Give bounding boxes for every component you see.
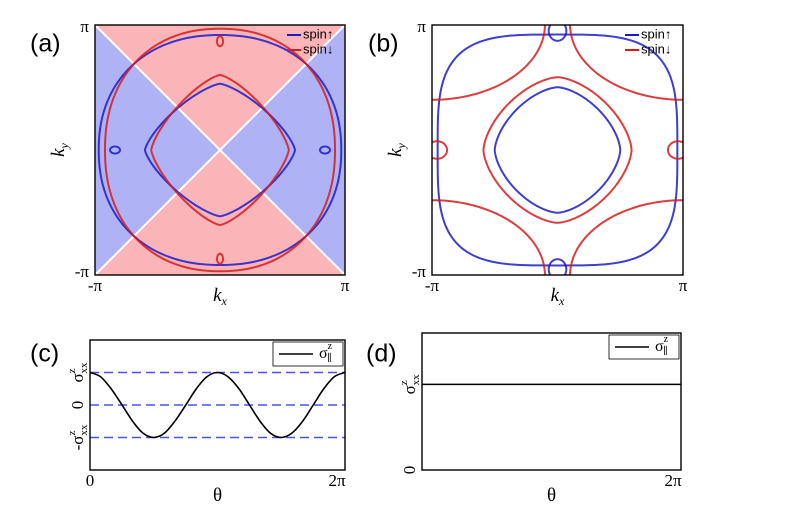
y-tick-label: -π: [75, 262, 90, 281]
legend-label-sub: ∥: [327, 352, 332, 364]
y-axis-label-main: k: [385, 148, 406, 157]
plot-area: [432, 25, 683, 275]
legend-label-sup: z: [664, 334, 669, 345]
y-axis-label: ky: [385, 142, 407, 156]
x-axis-label: kx: [551, 285, 565, 307]
fermi-contour: [103, 27, 337, 273]
legend-label: spin↑: [303, 26, 333, 41]
region: [95, 150, 345, 275]
y-tick-label-main: 0: [68, 401, 87, 410]
x-tick-label: 2π: [664, 471, 682, 490]
y-axis-label-sub: y: [57, 142, 71, 149]
fermi-contour: [432, 199, 546, 275]
fermi-contour: [216, 35, 224, 48]
region: [220, 25, 345, 275]
region: [95, 25, 345, 150]
x-axis-label-main: θ: [213, 485, 222, 506]
panel-label: (a): [30, 30, 61, 58]
axes-frame: [94, 24, 346, 276]
y-tick-label: 0: [400, 466, 419, 475]
x-tick-label: -π: [88, 276, 103, 295]
y-tick-label-main: σ: [400, 385, 419, 394]
fermi-contour: [547, 258, 568, 275]
fermi-contour: [109, 145, 121, 155]
legend-label-main: σ: [655, 338, 664, 355]
fermi-contour: [482, 76, 633, 224]
fermi-contour: [319, 145, 331, 155]
y-tick-label-sup: z: [66, 431, 78, 436]
x-axis-label-main: k: [551, 285, 560, 306]
plot-area: [97, 27, 343, 273]
panel-label: (d): [366, 340, 397, 368]
fermi-contour: [666, 140, 683, 160]
x-axis-label: kx: [213, 285, 227, 307]
x-axis-label-main: k: [213, 285, 222, 306]
y-tick-label-sub: xx: [410, 374, 422, 386]
y-tick-label: -σzxx: [66, 424, 90, 450]
legend-label-sub: ∥: [663, 345, 668, 357]
axes-frame: [421, 332, 682, 471]
axes-frame: [431, 24, 684, 276]
x-tick-label: π: [341, 276, 350, 295]
fermi-contour: [432, 25, 546, 101]
fermi-contour: [216, 252, 224, 265]
x-axis-label: θ: [213, 485, 222, 506]
axes-frame: [89, 339, 346, 471]
y-tick-label-sub: xx: [78, 362, 90, 374]
fermi-contour: [97, 33, 343, 267]
fermi-contour: [547, 25, 568, 42]
fermi-contour: [432, 140, 449, 160]
x-axis-label-main: θ: [547, 485, 556, 506]
y-tick-label: π: [417, 17, 426, 36]
y-tick-label-main: σ: [68, 373, 87, 382]
x-axis-label: θ: [547, 485, 556, 506]
fermi-contour: [493, 86, 622, 214]
legend-label-main: σ: [319, 345, 328, 362]
y-tick-label: π: [80, 17, 89, 36]
y-tick-label: -π: [412, 262, 427, 281]
legend-label: σz ∥: [655, 334, 669, 357]
y-axis-label: ky: [48, 142, 70, 156]
y-tick-label: σzxx: [66, 362, 90, 383]
legend-label: spin↓: [303, 41, 333, 56]
fermi-contour: [569, 25, 683, 101]
fermi-contour: [150, 73, 290, 227]
x-axis-label-sub: x: [221, 294, 228, 308]
y-axis-label-sub: y: [394, 142, 408, 149]
panel-label: (b): [368, 30, 399, 58]
fermi-contour: [436, 33, 679, 267]
x-tick-label: -π: [425, 276, 440, 295]
x-tick-label: 2π: [328, 471, 346, 490]
y-tick-label: σzxx: [398, 374, 422, 395]
plot-area: [90, 371, 345, 439]
y-tick-label-main: 0: [400, 466, 419, 475]
x-tick-label: 0: [86, 471, 95, 490]
x-tick-label: π: [679, 276, 688, 295]
panel-label: (c): [30, 340, 59, 368]
y-tick-label-sup: z: [66, 368, 78, 373]
region-border: [94, 24, 346, 276]
y-tick-label-sub: xx: [78, 424, 90, 436]
y-tick-label: 0: [68, 401, 87, 410]
data-line: [90, 371, 345, 439]
legend-label: spin↓: [641, 41, 671, 56]
region: [95, 25, 220, 275]
legend-label: spin↑: [641, 26, 671, 41]
y-axis-label-main: k: [48, 148, 69, 157]
legend-label: σz ∥: [319, 341, 333, 364]
legend-label-sup: z: [328, 341, 333, 352]
y-tick-label-sup: z: [398, 380, 410, 385]
y-tick-label-main: -σ: [68, 436, 87, 451]
x-axis-label-sub: x: [558, 294, 565, 308]
fermi-contour: [143, 82, 297, 218]
